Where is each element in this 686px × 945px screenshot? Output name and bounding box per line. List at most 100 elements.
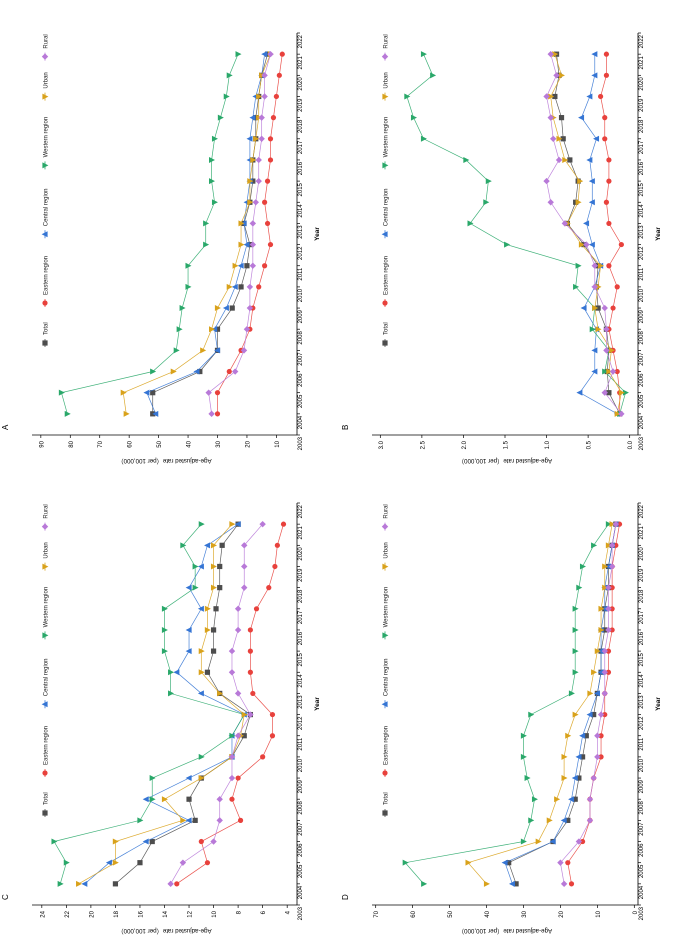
data-point <box>535 838 542 845</box>
series-urban <box>465 521 616 887</box>
year-tick-label: 2010 <box>298 288 304 302</box>
data-point <box>561 753 568 760</box>
data-point <box>572 648 579 655</box>
data-point <box>270 115 277 121</box>
data-point <box>571 775 578 782</box>
data-point <box>280 521 287 527</box>
data-point <box>198 648 205 655</box>
data-point <box>261 51 268 58</box>
panel-label: D <box>341 894 350 900</box>
value-tick-label: 3.0 <box>379 440 385 449</box>
data-point <box>260 754 266 760</box>
data-point <box>216 817 223 824</box>
data-point <box>597 669 604 676</box>
data-point <box>247 648 253 654</box>
series-rural <box>167 520 266 888</box>
data-point <box>589 326 596 333</box>
legend-marker <box>42 162 49 169</box>
data-point <box>240 347 248 354</box>
legend-label: Total <box>384 322 390 335</box>
data-point <box>575 838 583 845</box>
year-tick-label: 2014 <box>298 204 304 218</box>
data-point <box>556 135 563 142</box>
data-point <box>174 881 180 887</box>
year-tick-label: 2018 <box>298 589 304 603</box>
data-point <box>603 326 610 333</box>
data-point <box>575 262 582 269</box>
data-point <box>614 284 620 290</box>
data-point <box>214 326 221 332</box>
year-tick-label: 2003 <box>639 436 645 450</box>
data-point <box>504 241 511 248</box>
value-tick-label: 2.5 <box>420 440 426 449</box>
data-point <box>217 585 223 591</box>
data-point <box>601 304 608 312</box>
data-point <box>601 647 608 655</box>
year-tick-label: 2009 <box>639 309 645 323</box>
data-point <box>572 605 579 612</box>
data-point <box>580 305 587 312</box>
series-western-region <box>404 51 629 417</box>
legend-marker <box>42 563 49 570</box>
legend-label: Central region <box>384 189 390 227</box>
data-point <box>247 199 254 206</box>
series-line <box>567 524 620 884</box>
value-tick-label: 70 <box>98 440 104 447</box>
data-point <box>57 880 64 887</box>
data-point <box>267 136 274 142</box>
data-point <box>606 263 612 269</box>
year-tick-label: 2016 <box>639 631 645 645</box>
data-point <box>197 563 204 570</box>
year-tick-label: 2005 <box>639 394 645 408</box>
data-point <box>573 283 580 290</box>
legend-marker <box>41 231 48 238</box>
data-point <box>595 326 602 333</box>
legend-label: Central region <box>44 189 50 227</box>
data-point <box>528 817 535 824</box>
data-point <box>258 135 265 142</box>
data-point <box>192 817 198 823</box>
data-point <box>547 114 554 121</box>
data-point <box>586 817 594 824</box>
data-point <box>267 50 274 58</box>
data-point <box>606 157 612 163</box>
year-tick-label: 2022 <box>639 504 645 518</box>
data-point <box>602 115 608 121</box>
legend-label: Eastern region <box>384 256 390 295</box>
data-point <box>198 775 205 782</box>
year-tick-label: 2016 <box>298 631 304 645</box>
data-point <box>547 50 554 58</box>
legend-marker <box>382 770 388 776</box>
data-point <box>591 51 598 58</box>
data-point <box>209 178 216 185</box>
series-rural <box>543 50 625 418</box>
data-point <box>603 51 610 57</box>
data-point <box>591 347 598 354</box>
year-tick-label: 2005 <box>298 864 304 878</box>
value-tick-label: 6 <box>261 910 267 914</box>
data-point <box>606 220 612 227</box>
year-tick-label: 2004 <box>298 415 304 429</box>
data-point <box>618 410 625 418</box>
legend-marker <box>42 340 48 346</box>
year-tick-label: 2004 <box>639 885 645 899</box>
data-point <box>591 368 598 375</box>
data-point <box>605 521 612 528</box>
legend-marker <box>382 93 389 100</box>
data-point <box>259 520 266 528</box>
data-point <box>605 626 612 634</box>
data-point <box>137 817 144 824</box>
data-point <box>552 51 559 58</box>
data-point <box>609 521 616 528</box>
data-point <box>243 326 251 333</box>
legend-marker <box>41 53 49 60</box>
data-point <box>105 859 112 866</box>
year-tick-label: 2019 <box>298 98 304 112</box>
x-axis-title: Year <box>314 227 321 241</box>
series-line <box>53 523 245 884</box>
year-tick-label: 2007 <box>639 822 645 836</box>
data-point <box>193 368 200 375</box>
data-point <box>209 156 216 163</box>
data-point <box>410 114 417 121</box>
